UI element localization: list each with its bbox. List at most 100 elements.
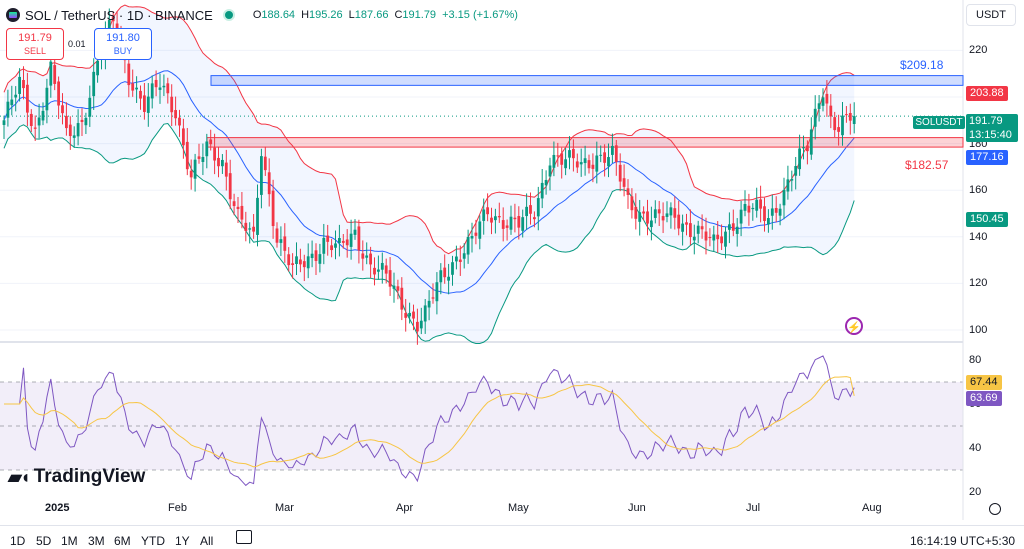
bollinger-fill <box>4 5 855 344</box>
candle-body <box>283 236 287 251</box>
candle-body <box>400 287 404 310</box>
candle-body <box>490 217 493 223</box>
candle-body <box>14 94 18 98</box>
candle-body <box>794 166 798 176</box>
support-zone <box>206 137 964 148</box>
candle-body <box>349 233 353 247</box>
candle-body <box>341 240 345 243</box>
symbol-title[interactable]: SOL / TetherUS · 1D · BINANCE <box>25 7 213 23</box>
candle-body <box>653 209 657 218</box>
price-tick: 220 <box>969 44 988 57</box>
candle-body <box>451 262 454 275</box>
timeframe-button-1m[interactable]: 1M <box>61 534 78 548</box>
ohlc-high: H195.26 <box>301 9 343 21</box>
candle-body <box>306 256 310 269</box>
candle-body <box>474 232 478 236</box>
candle-body <box>365 255 369 258</box>
candle-body <box>583 158 587 164</box>
candle-body <box>221 159 224 167</box>
candle-body <box>696 225 700 234</box>
time-tick: 2025 <box>45 502 70 514</box>
candle-body <box>642 211 645 214</box>
timeframe-button-ytd[interactable]: YTD <box>141 534 165 548</box>
buy-price: 191.80 <box>106 32 140 44</box>
calendar-range-icon[interactable] <box>236 530 252 544</box>
candle-body <box>618 164 622 182</box>
candle-body <box>412 311 415 319</box>
currency-button[interactable]: USDT <box>966 4 1016 26</box>
candle-body <box>607 157 610 167</box>
candle-body <box>182 128 185 146</box>
candle-body <box>154 79 158 88</box>
candle-body <box>852 116 856 125</box>
gear-icon[interactable] <box>989 503 1001 515</box>
timeframe-button-1y[interactable]: 1Y <box>175 534 190 548</box>
candle-body <box>614 145 618 162</box>
candle-body <box>544 179 548 186</box>
candle-body <box>267 172 271 195</box>
candle-body <box>560 153 564 165</box>
timeframe-button-6m[interactable]: 6M <box>114 534 131 548</box>
candle-body <box>572 148 575 159</box>
candle-body <box>384 265 388 274</box>
candle-body <box>338 238 341 244</box>
candle-body <box>252 226 255 232</box>
candle-body <box>782 189 786 206</box>
candle-body <box>587 160 591 169</box>
candle-body <box>774 207 778 213</box>
candle-body <box>529 205 532 214</box>
rsi-tick: 40 <box>969 442 982 454</box>
sell-button[interactable]: 191.79 SELL <box>6 28 64 60</box>
candle-body <box>193 159 197 179</box>
buy-button[interactable]: 191.80 BUY <box>94 28 152 60</box>
candle-body <box>174 110 177 119</box>
rsi-tick: 80 <box>969 354 982 366</box>
candle-body <box>685 222 688 225</box>
candle-body <box>224 162 228 177</box>
candle-body <box>326 235 330 242</box>
timeframe-button-all[interactable]: All <box>200 534 214 548</box>
timeframe-button-3m[interactable]: 3M <box>88 534 105 548</box>
ohlc-close: C191.79 <box>394 9 437 21</box>
candle-body <box>330 245 333 251</box>
candle-body <box>197 156 201 159</box>
candle-body <box>848 113 852 121</box>
candle-body <box>209 139 213 145</box>
timeframe-button-5d[interactable]: 5D <box>36 534 52 548</box>
candle-body <box>201 156 205 162</box>
candle-body <box>373 267 376 275</box>
candle-body <box>521 217 525 231</box>
candle-body <box>650 220 653 228</box>
market-status-icon <box>222 9 235 21</box>
sell-label: SELL <box>23 46 47 56</box>
candle-body <box>455 256 458 262</box>
bar-countdown: 13:15:40 <box>969 129 1012 141</box>
candle-body <box>10 99 14 106</box>
candle-body <box>380 262 384 270</box>
candle-body <box>739 209 743 224</box>
candle-body <box>661 216 665 221</box>
last-price-badge: 191.79 13:15:40 <box>966 114 1018 142</box>
candle-body <box>139 90 142 99</box>
candle-body <box>170 96 174 113</box>
candle-body <box>345 239 349 246</box>
ohlc-open: O188.64 <box>252 9 296 21</box>
candle-body <box>634 206 638 219</box>
candle-body <box>743 204 747 211</box>
candle-body <box>486 207 489 215</box>
candle-body <box>786 179 790 192</box>
candle-body <box>833 117 837 131</box>
flash-icon[interactable]: ⚡ <box>845 317 863 335</box>
timeframe-button-1d[interactable]: 1D <box>10 534 26 548</box>
candle-body <box>65 115 68 129</box>
candle-body <box>96 60 99 76</box>
candle-body <box>310 253 314 259</box>
candle-body <box>217 157 220 167</box>
candle-body <box>240 205 244 220</box>
ohlc-change: +3.15 (+1.67%) <box>442 9 518 21</box>
candle-body <box>731 223 735 231</box>
candle-body <box>809 129 813 155</box>
candle-body <box>509 216 513 230</box>
clock[interactable]: 16:14:19 UTC+5:30 <box>910 534 1016 548</box>
